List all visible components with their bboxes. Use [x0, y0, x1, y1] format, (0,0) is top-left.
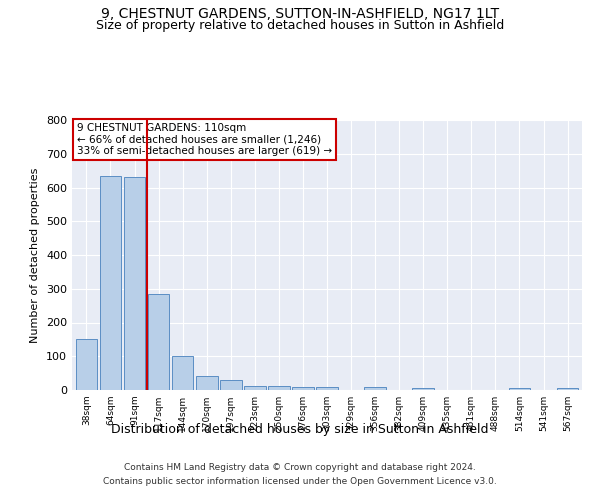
Bar: [196, 376, 218, 390]
Bar: [172, 356, 193, 390]
Bar: [76, 340, 97, 390]
Bar: [412, 388, 434, 390]
Bar: [557, 388, 578, 390]
Bar: [124, 178, 145, 390]
Bar: [100, 176, 121, 390]
Y-axis label: Number of detached properties: Number of detached properties: [31, 168, 40, 342]
Text: Contains public sector information licensed under the Open Government Licence v3: Contains public sector information licen…: [103, 477, 497, 486]
Bar: [268, 386, 290, 390]
Bar: [509, 388, 530, 390]
Text: Distribution of detached houses by size in Sutton in Ashfield: Distribution of detached houses by size …: [111, 422, 489, 436]
Text: 9 CHESTNUT GARDENS: 110sqm
← 66% of detached houses are smaller (1,246)
33% of s: 9 CHESTNUT GARDENS: 110sqm ← 66% of deta…: [77, 122, 332, 156]
Text: 9, CHESTNUT GARDENS, SUTTON-IN-ASHFIELD, NG17 1LT: 9, CHESTNUT GARDENS, SUTTON-IN-ASHFIELD,…: [101, 8, 499, 22]
Bar: [148, 294, 169, 390]
Bar: [316, 386, 338, 390]
Text: Contains HM Land Registry data © Crown copyright and database right 2024.: Contains HM Land Registry data © Crown c…: [124, 464, 476, 472]
Text: Size of property relative to detached houses in Sutton in Ashfield: Size of property relative to detached ho…: [96, 19, 504, 32]
Bar: [244, 386, 266, 390]
Bar: [220, 380, 242, 390]
Bar: [292, 386, 314, 390]
Bar: [364, 388, 386, 390]
